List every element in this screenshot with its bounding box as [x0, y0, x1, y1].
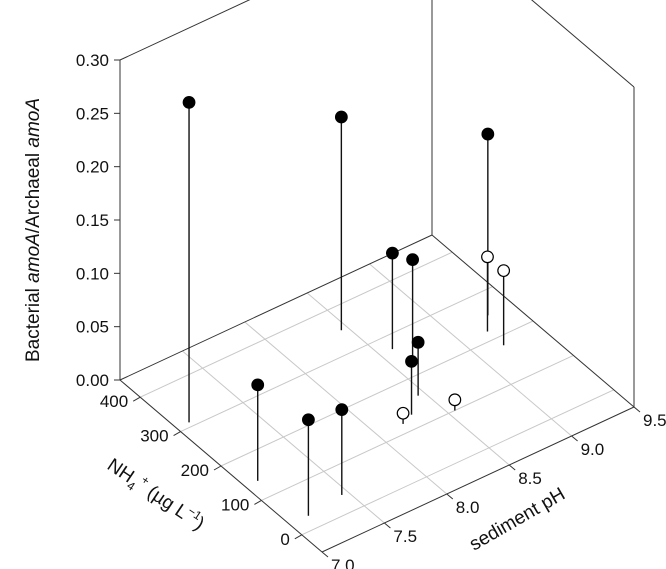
- x-tick-label: 9.5: [643, 411, 666, 430]
- x-tick-mark: [384, 522, 391, 529]
- x-tick-mark: [571, 435, 578, 442]
- floor-gridline-y: [180, 286, 493, 433]
- x-tick-label: 7.5: [393, 527, 417, 546]
- x-axis-label: sediment pH: [466, 484, 569, 556]
- y-tick-label: 400: [100, 392, 128, 411]
- z-axis-label-part: /Archaeal: [23, 148, 44, 234]
- y-tick-mark: [213, 465, 222, 471]
- filled-data-point: [182, 95, 196, 109]
- floor-gridline-y: [301, 389, 615, 536]
- filled-data-point: [386, 246, 399, 260]
- filled-data-point: [302, 413, 315, 427]
- box-edge: [119, 234, 433, 381]
- y-tick-label: 100: [221, 495, 249, 514]
- open-data-point: [448, 393, 462, 407]
- z-tick-label: 0.05: [76, 318, 109, 337]
- box-edge: [321, 406, 635, 553]
- z-tick-label: 0.10: [76, 264, 109, 283]
- chart-panels: [120, 0, 634, 407]
- x-tick-mark: [508, 464, 516, 471]
- z-axis-label-part: Bacterial: [23, 283, 44, 362]
- y-tick-mark: [132, 396, 141, 402]
- y-tick-mark: [173, 431, 181, 437]
- back-wall-panel: [120, 0, 432, 380]
- floor-gridline-y: [261, 354, 574, 501]
- x-tick-mark: [446, 493, 454, 500]
- floor-gridline-y: [139, 251, 453, 398]
- x-tick-mark: [633, 406, 641, 413]
- open-data-point: [396, 406, 410, 420]
- floor-gridline-y: [220, 320, 534, 467]
- y-tick-mark: [254, 499, 262, 505]
- x-tick-label: 8.5: [518, 469, 542, 488]
- box-edge: [431, 234, 635, 408]
- y-tick-label: 0: [280, 530, 289, 549]
- z-tick-label: 0.00: [76, 371, 109, 390]
- filled-data-point: [406, 253, 420, 267]
- z-tick-label: 0.25: [76, 104, 109, 123]
- filled-data-point: [411, 335, 425, 349]
- chart-ticks: 0.00 0.05 0.10 0.15 0.20 0.25 0.30 0 100 200 300 40…: [76, 51, 666, 569]
- y-tick-mark: [294, 534, 303, 540]
- filled-data-point: [335, 403, 349, 417]
- z-axis-label-italic: amoA: [23, 98, 44, 148]
- side-wall-panel: [432, 0, 634, 407]
- chart-marks: [182, 95, 511, 516]
- x-tick-label: 7.0: [331, 556, 355, 569]
- filled-data-point: [334, 110, 348, 124]
- open-data-point: [497, 264, 511, 278]
- x-tick-label: 9.0: [581, 440, 605, 459]
- z-tick-label: 0.30: [76, 51, 109, 70]
- x-tick-label: 8.0: [456, 498, 480, 517]
- z-tick-label: 0.15: [76, 211, 109, 230]
- open-data-point: [481, 250, 494, 264]
- filled-data-point: [405, 354, 418, 368]
- chart-grid: [139, 251, 615, 536]
- y-tick-label: 300: [140, 427, 168, 446]
- filled-data-point: [481, 127, 495, 141]
- z-axis-label-italic: amoA: [23, 233, 44, 283]
- x-tick-mark: [321, 551, 329, 558]
- filled-data-point: [251, 378, 265, 392]
- box-edge: [119, 0, 251, 61]
- box-edge: [531, 0, 635, 88]
- y-tick-label: 200: [181, 461, 209, 480]
- y-axis-label-part: (µg L: [139, 479, 191, 524]
- z-tick-label: 0.20: [76, 158, 109, 177]
- z-axis-label: Bacterial amoA/Archaeal amoA: [23, 98, 44, 362]
